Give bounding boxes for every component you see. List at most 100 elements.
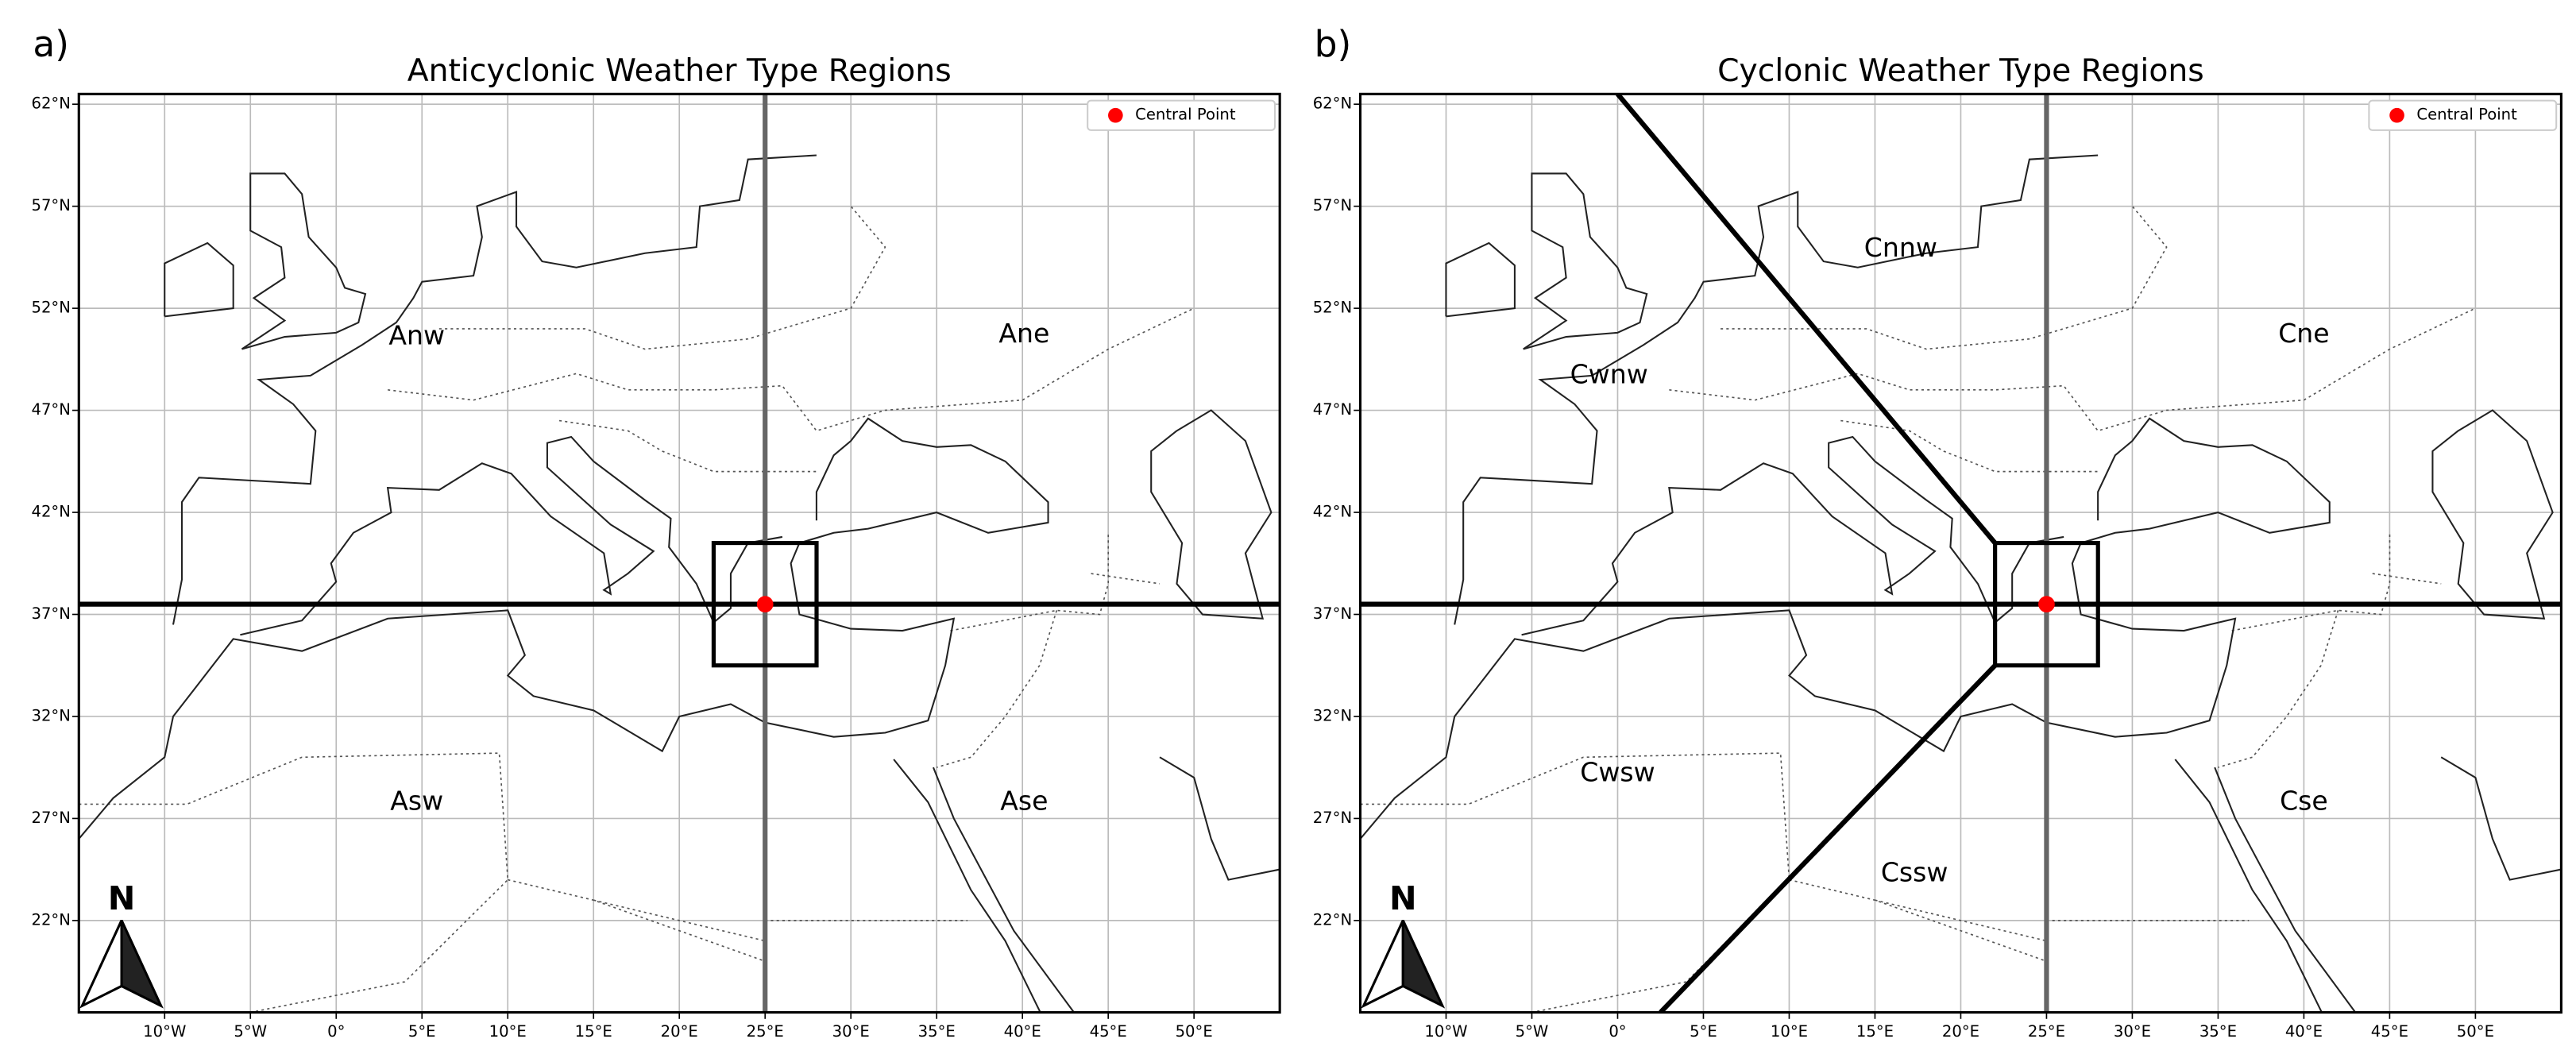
legend-label: Central Point	[2416, 106, 2517, 124]
y-tick-label: 22°N	[1313, 910, 1352, 929]
region-label: Cnnw	[1864, 232, 1937, 263]
map-panel: 10°W 5°W 0° 5°E 10°E 15°E 20°E 25°E 30°E 35°E 40°E…	[31, 23, 1281, 1041]
country-border	[2218, 610, 2339, 768]
central-point	[756, 596, 774, 612]
region-label: Ase	[1000, 785, 1048, 816]
y-tick-label: 42°N	[31, 503, 70, 521]
coastline	[2174, 759, 2323, 1013]
x-tick-label: 5°E	[1690, 1022, 1717, 1041]
x-tick-label: 50°E	[1176, 1022, 1213, 1041]
country-border	[79, 752, 509, 1013]
legend-label: Central Point	[1135, 106, 1236, 124]
x-tick-label: 5°E	[408, 1022, 436, 1041]
region-boundary	[1616, 94, 1998, 545]
map-panel: 10°W 5°W 0° 5°E 10°E 15°E 20°E 25°E 30°E 35°E 40°E…	[1313, 23, 2562, 1041]
region-label: Cse	[2280, 785, 2328, 816]
coastline	[1445, 241, 1516, 318]
north-arrow-right	[1401, 920, 1446, 1009]
region-label: Asw	[390, 785, 443, 816]
x-tick-label: 25°E	[747, 1022, 784, 1041]
y-tick-label: 47°N	[31, 400, 70, 419]
region-label: Ane	[998, 318, 1049, 349]
y-tick-label: 22°N	[31, 910, 70, 929]
x-tick-label: 5°W	[234, 1022, 267, 1041]
map-layer	[1360, 94, 2562, 1013]
country-border	[1721, 206, 2168, 350]
north-arrow-right	[120, 920, 164, 1009]
country-border	[1789, 722, 2048, 963]
region-label: Cne	[2278, 318, 2329, 349]
y-tick-label: 37°N	[1313, 604, 1352, 623]
region-label: Cssw	[1881, 856, 1948, 887]
coastline	[164, 241, 234, 318]
coastline	[1454, 154, 2099, 625]
country-border	[1669, 307, 2476, 432]
coastline	[1159, 756, 1280, 881]
coastline	[933, 767, 1075, 1013]
legend-box	[2368, 99, 2558, 131]
country-border	[1091, 573, 1161, 585]
region-boundary	[1659, 663, 1997, 1013]
x-tick-label: 20°E	[661, 1022, 698, 1041]
coastline	[1360, 417, 2331, 840]
y-tick-label: 32°N	[31, 706, 70, 724]
x-tick-label: 15°E	[1856, 1022, 1894, 1041]
coastline	[172, 154, 817, 625]
panel-label: a)	[33, 23, 69, 65]
x-tick-label: 50°E	[2457, 1022, 2494, 1041]
central-point	[2038, 596, 2055, 612]
y-tick-label: 57°N	[31, 196, 70, 214]
map-layer	[79, 94, 1280, 1013]
x-tick-label: 0°	[327, 1022, 345, 1041]
x-tick-label: 30°E	[832, 1022, 870, 1041]
panel-label: b)	[1315, 23, 1352, 65]
coastline	[1521, 435, 2064, 636]
central-box	[1993, 540, 2100, 668]
region-label: Cwsw	[1580, 756, 1655, 787]
country-border	[2231, 532, 2391, 631]
north-label: N	[108, 879, 136, 917]
x-tick-label: 10°W	[143, 1022, 186, 1041]
map-frame	[77, 92, 1281, 1014]
country-border	[558, 419, 817, 473]
map-frame	[1358, 92, 2562, 1014]
x-tick-label: 45°E	[2371, 1022, 2408, 1041]
coastline	[2431, 409, 2554, 620]
x-tick-label: 35°E	[918, 1022, 956, 1041]
legend-marker	[1108, 107, 1123, 123]
country-border	[508, 722, 767, 963]
y-tick-label: 47°N	[1313, 400, 1352, 419]
x-tick-label: 25°E	[2028, 1022, 2065, 1041]
y-tick-label: 42°N	[1313, 503, 1352, 521]
y-tick-label: 27°N	[31, 809, 70, 827]
coastline	[893, 759, 1041, 1013]
central-box	[711, 540, 819, 668]
coastline	[2440, 756, 2562, 881]
region-label: Anw	[388, 320, 445, 351]
map-title: Anticyclonic Weather Type Regions	[407, 53, 952, 89]
coastline	[79, 417, 1049, 840]
legend-marker	[2389, 107, 2404, 123]
coastline	[2214, 767, 2357, 1013]
coastline	[240, 435, 783, 636]
y-tick-label: 52°N	[1313, 299, 1352, 317]
north-label: N	[1389, 879, 1417, 917]
x-tick-label: 10°W	[1424, 1022, 1467, 1041]
x-tick-label: 35°E	[2199, 1022, 2237, 1041]
y-tick-label: 52°N	[31, 299, 70, 317]
legend-box	[1087, 99, 1276, 131]
country-border	[1875, 899, 2047, 942]
x-tick-label: 30°E	[2114, 1022, 2151, 1041]
y-tick-label: 62°N	[31, 95, 70, 113]
y-tick-label: 37°N	[31, 604, 70, 623]
country-border	[950, 532, 1110, 631]
x-tick-label: 0°	[1609, 1022, 1626, 1041]
y-tick-label: 27°N	[1313, 809, 1352, 827]
x-tick-label: 40°E	[1004, 1022, 1041, 1041]
coastline	[241, 172, 367, 350]
country-border	[1840, 419, 2099, 473]
coastline	[1150, 409, 1273, 620]
country-border	[593, 899, 766, 942]
